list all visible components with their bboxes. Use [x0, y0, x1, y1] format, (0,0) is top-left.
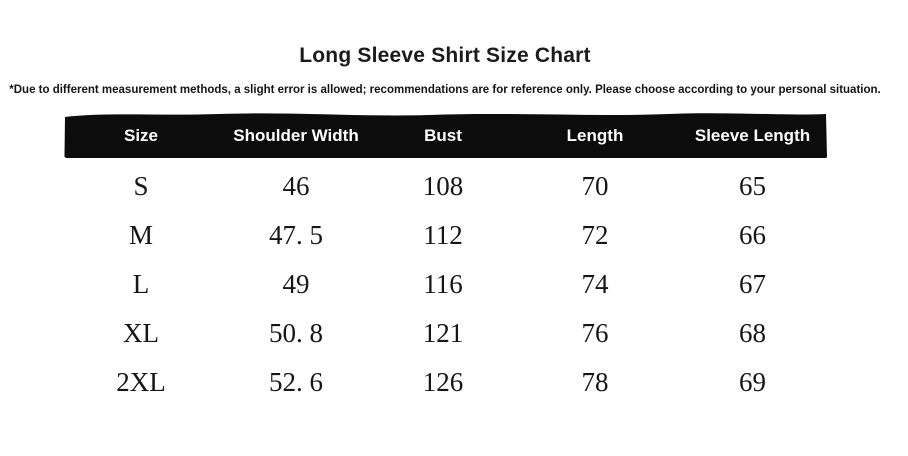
table-body: S 46 108 70 65 M 47. 5 112 72 66 L 49 11… [64, 162, 827, 407]
table-cell-size: L [132, 269, 150, 299]
column-header-bust: Bust [424, 126, 462, 145]
table-row-xl: XL 50. 8 121 76 68 [64, 309, 827, 358]
table-cell-size: XL [123, 318, 159, 348]
table-header: Size Shoulder Width Bust Length Sleeve L… [64, 108, 827, 158]
table-cell-bust: 126 [422, 367, 464, 397]
table-cell-shoulder-width: 52. 6 [269, 367, 323, 397]
column-header-sleeve-length: Sleeve Length [694, 126, 811, 145]
table-cell-sleeve-length: 66 [739, 220, 766, 250]
table-cell-size: S [133, 171, 149, 201]
disclaimer-note: *Due to different measurement methods, a… [9, 84, 881, 96]
table-cell-bust: 116 [423, 269, 463, 299]
column-header-length: Length [566, 126, 624, 145]
header-row: Size Shoulder Width Bust Length Sleeve L… [64, 108, 827, 158]
table-row-2xl: 2XL 52. 6 126 78 69 [64, 358, 827, 407]
table-cell-length: 72 [581, 220, 609, 250]
table-cell-sleeve-length: 65 [739, 171, 766, 201]
table-cell-bust: 108 [422, 171, 464, 201]
table-cell-size: 2XL [116, 367, 166, 397]
table-row-s: S 46 108 70 65 [64, 162, 827, 211]
table-cell-length: 78 [581, 367, 609, 397]
table-cell-shoulder-width: 47. 5 [269, 220, 323, 250]
table-cell-shoulder-width: 49 [282, 269, 310, 299]
table-row-l: L 49 116 74 67 [64, 260, 827, 309]
table-cell-length: 74 [581, 269, 609, 299]
table-cell-sleeve-length: 69 [739, 367, 766, 397]
table-cell-shoulder-width: 46 [282, 171, 310, 201]
table-row-m: M 47. 5 112 72 66 [64, 211, 827, 260]
table-header-background [64, 113, 827, 158]
table-cell-bust: 112 [423, 220, 463, 250]
table-cell-sleeve-length: 68 [739, 318, 766, 348]
table-cell-bust: 121 [422, 318, 464, 348]
table-cell-sleeve-length: 67 [739, 269, 766, 299]
page-title: Long Sleeve Shirt Size Chart [299, 44, 591, 67]
column-header-size: Size [123, 126, 159, 145]
table-cell-length: 76 [581, 318, 609, 348]
table-cell-shoulder-width: 50. 8 [269, 318, 323, 348]
table-cell-length: 70 [581, 171, 609, 201]
column-header-shoulder-width: Shoulder Width [233, 126, 359, 145]
size-chart-table: Size Shoulder Width Bust Length Sleeve L… [64, 108, 827, 407]
table-cell-size: M [128, 220, 153, 250]
